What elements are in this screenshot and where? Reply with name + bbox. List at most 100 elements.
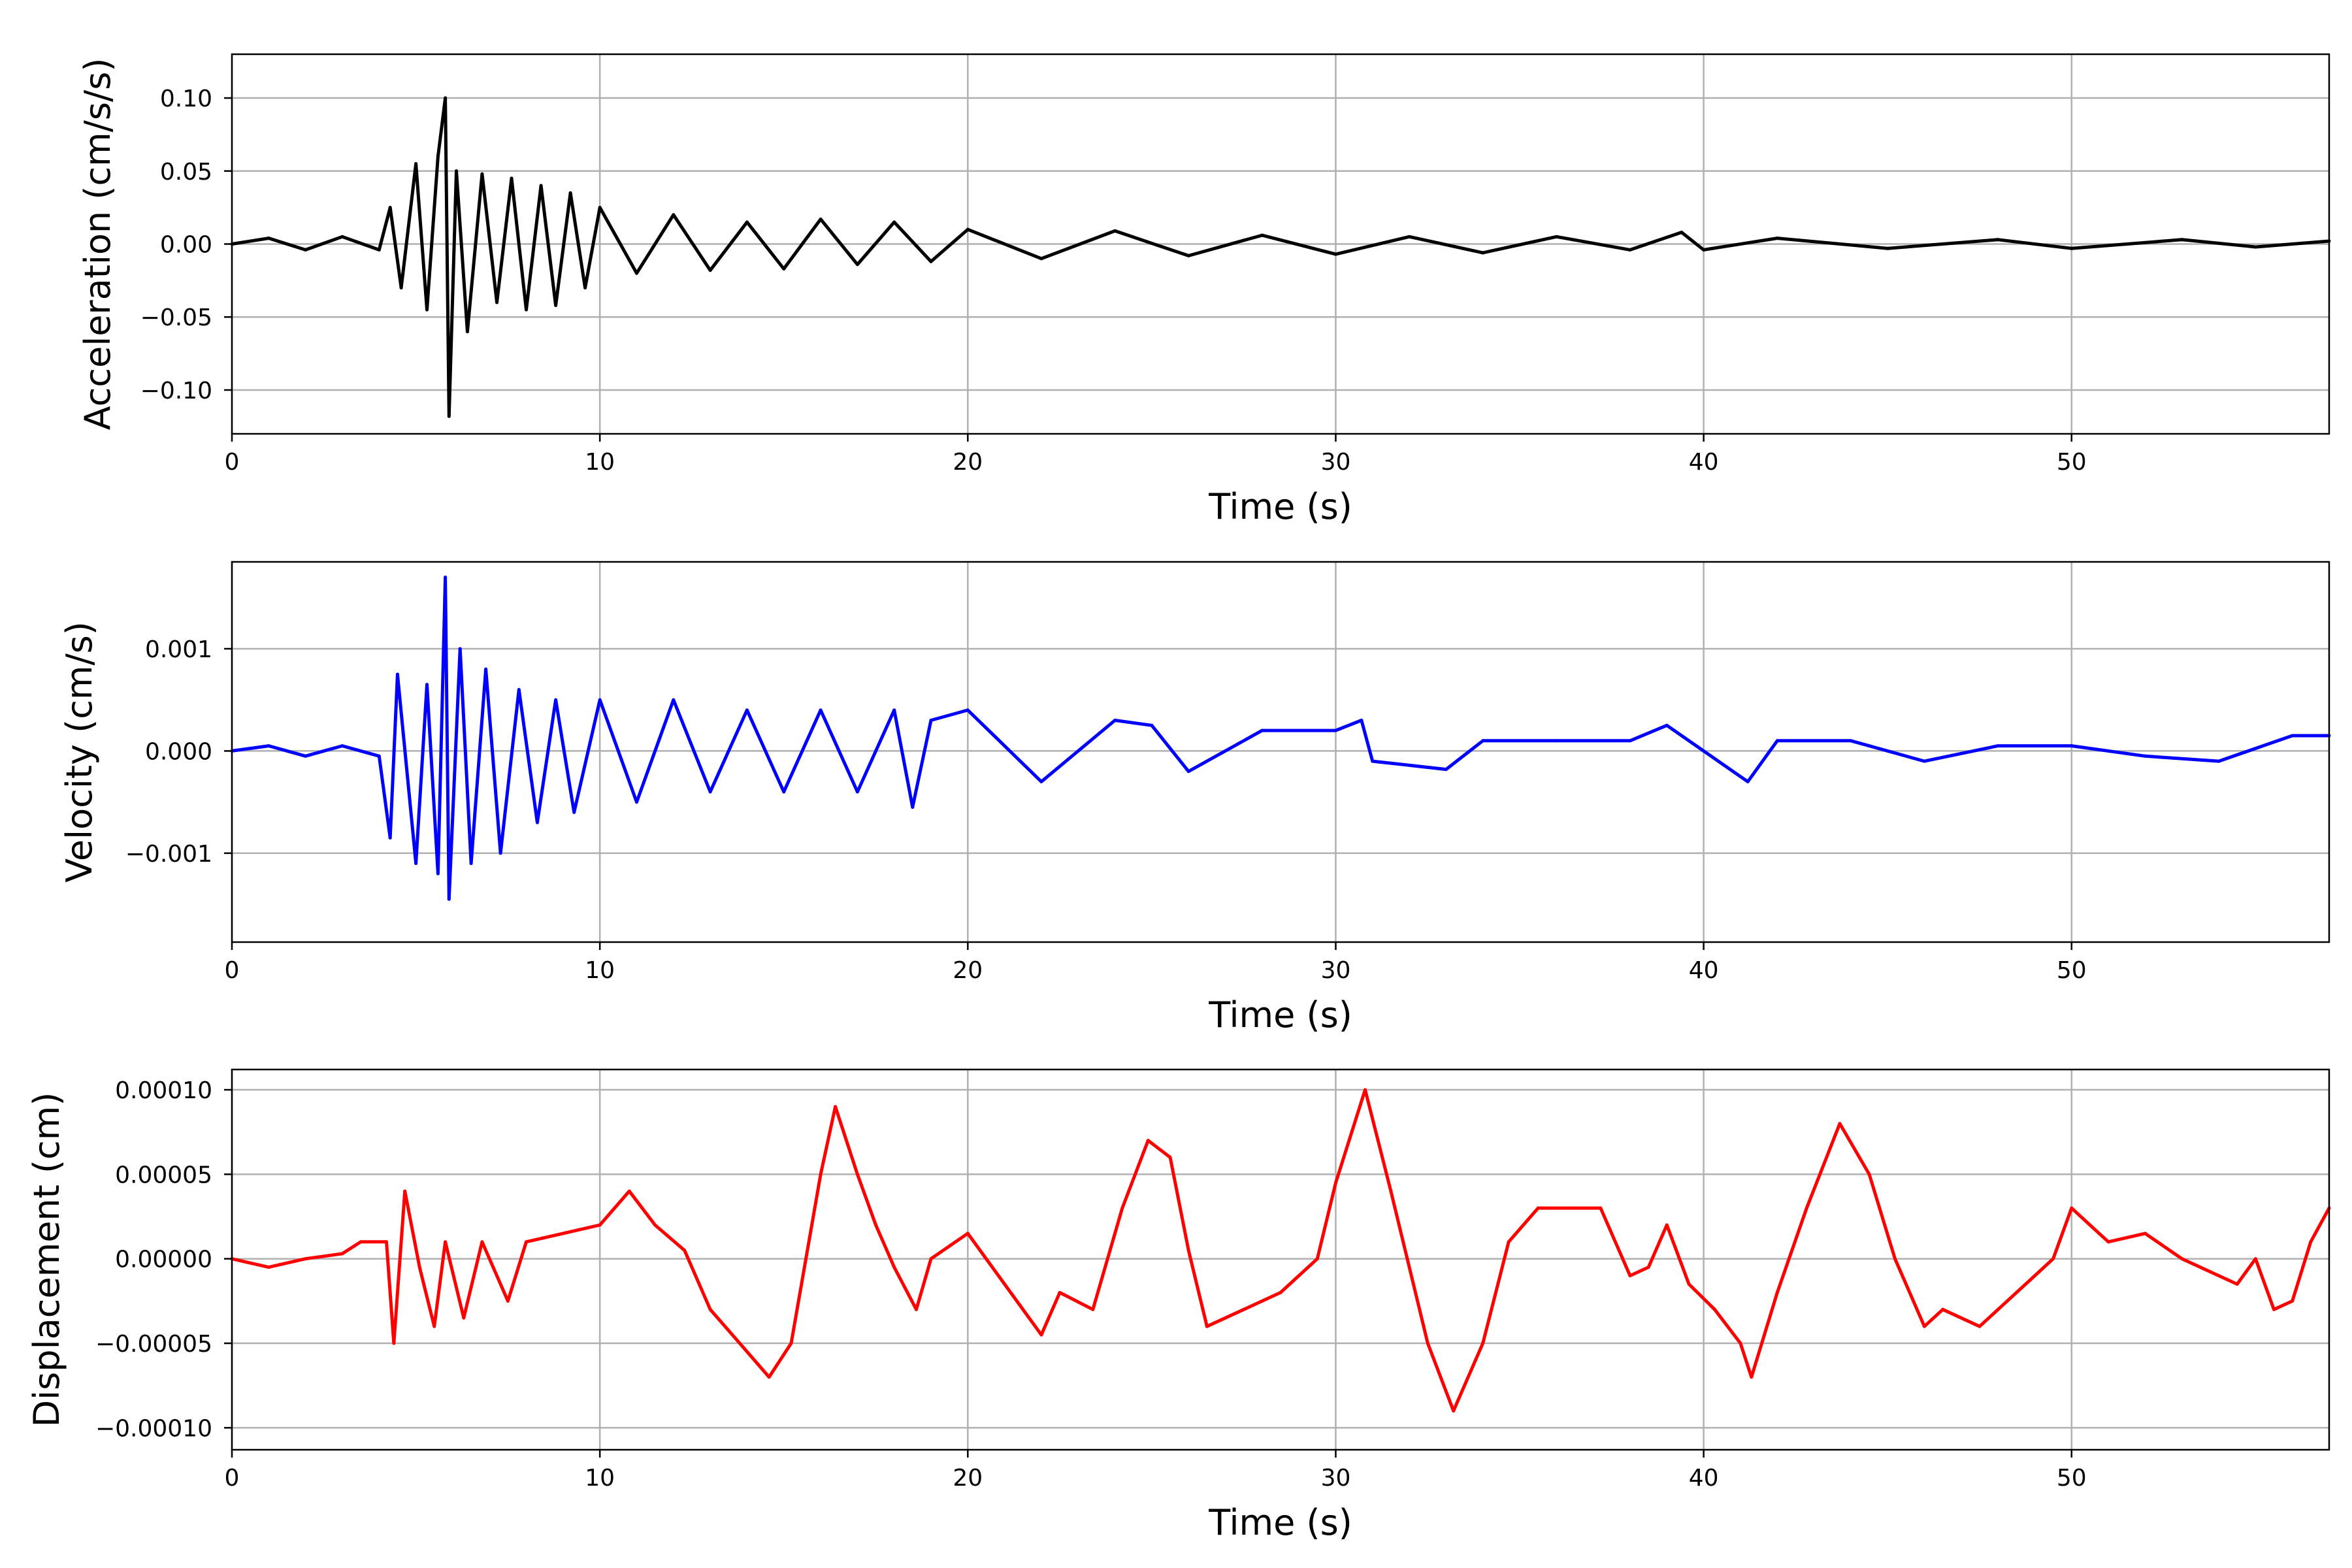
velocity-data-point [745,708,749,712]
displacement-data-point [403,1189,407,1193]
displacement-data-point [1333,1181,1337,1184]
velocity-data-point [1150,723,1154,727]
acceleration-data-point [377,248,381,252]
acceleration-data-point [583,286,587,290]
acceleration-data-point [1407,235,1411,238]
velocity-data-point [1371,759,1375,763]
acceleration-data-point [525,308,529,312]
displacement-data-point [929,1257,933,1261]
acceleration-data-point [539,184,543,188]
acceleration-data-point [447,414,451,418]
acceleration-data-point [1680,231,1684,235]
displacement-data-point [2309,1240,2313,1244]
acceleration-data-point [855,263,859,267]
velocity-data-point [1849,739,1853,743]
acceleration-data-point [745,220,749,224]
acceleration-data-point [708,269,712,272]
velocity-data-point [377,754,381,758]
displacement-data-point [789,1341,793,1345]
acceleration-series-line [231,96,2330,418]
velocity-data-point [1481,739,1485,743]
acceleration-data-point [1886,246,1889,250]
velocity-data-point [535,821,539,825]
velocity-data-point [444,575,448,579]
acceleration-data-point [819,218,823,221]
velocity-data-point [819,708,823,712]
displacement-y-tick-label: −0.00010 [95,1415,212,1442]
velocity-data-point [2070,744,2074,748]
displacement-data-point [1091,1307,1095,1311]
panel-acceleration: 0 10 20 30 40 50 0.10 0.05 0.00 −0.05 −0.10 Time (s… [77,53,2331,527]
velocity-y-tick-label: 0.001 [145,636,212,663]
displacement-data-point [2291,1299,2295,1303]
acceleration-y-tick-label: 0.00 [160,232,212,259]
displacement-data-point [598,1223,602,1227]
displacement-data-point [892,1266,896,1269]
velocity-data-point [1746,779,1750,783]
velocity-data-point [598,698,602,702]
displacement-data-point [267,1266,270,1269]
displacement-data-point [683,1249,687,1252]
velocity-data-point [2143,754,2147,758]
displacement-data-point [1058,1290,1062,1294]
velocity-data-point [1923,759,1927,763]
acceleration-data-point [399,286,403,290]
acceleration-data-point [1702,248,1706,252]
velocity-data-point [2217,759,2221,763]
velocity-data-point [1333,728,1337,732]
displacement-data-point [1242,1307,1246,1311]
velocity-data-point [436,872,440,875]
displacement-data-point [1750,1375,1754,1379]
displacement-x-tick-label: 50 [2057,1465,2087,1492]
displacement-data-point [1536,1206,1540,1210]
velocity-axes-frame [231,561,2330,943]
displacement-data-point [1039,1333,1043,1337]
velocity-data-point [484,667,488,671]
displacement-y-axis-label: Displacement (cm) [26,1092,67,1428]
velocity-data-point [1628,739,1632,743]
displacement-data-point [2235,1282,2239,1286]
velocity-x-axis-label: Time (s) [1208,994,1352,1036]
displacement-data-point [392,1341,396,1345]
displacement-x-tick-label: 30 [1321,1465,1351,1492]
displacement-axes-frame [231,1068,2330,1451]
displacement-data-point [1665,1223,1669,1227]
displacement-data-point [417,1266,421,1269]
displacement-data-point [1168,1156,1172,1160]
velocity-data-point [672,698,676,702]
velocity-data-point [1665,723,1669,727]
displacement-x-axis-label: Time (s) [1208,1502,1352,1543]
velocity-data-point [554,698,558,702]
displacement-data-point [2088,1223,2092,1227]
displacement-data-point [433,1324,436,1328]
velocity-y-tick-label: 0.000 [145,738,212,765]
velocity-data-point [469,862,473,866]
displacement-data-point [1599,1206,1603,1210]
acceleration-data-point [444,96,448,100]
velocity-data-point [1444,768,1448,772]
velocity-data-point [1113,719,1117,722]
displacement-data-point [1481,1341,1485,1345]
displacement-data-point [1867,1172,1871,1176]
displacement-data-point [2217,1274,2221,1278]
acceleration-data-point [2070,246,2074,250]
displacement-data-point [2106,1240,2110,1244]
velocity-x-tick-label: 50 [2057,957,2087,984]
velocity-data-point [267,744,270,748]
acceleration-x-tick-label: 40 [1689,449,1719,476]
acceleration-data-point [267,237,270,240]
displacement-data-point [1893,1257,1897,1261]
displacement-data-point [385,1240,389,1244]
displacement-data-point [1838,1122,1842,1126]
velocity-x-tick-label: 0 [225,957,240,984]
acceleration-data-point [1186,253,1190,257]
acceleration-data-point [2180,238,2184,242]
displacement-data-point [1573,1206,1577,1210]
acceleration-data-point [1039,257,1043,261]
displacement-data-point [561,1232,565,1235]
displacement-data-point [1315,1257,1319,1261]
acceleration-data-point [1481,251,1485,255]
velocity-data-point [1702,749,1706,753]
acceleration-data-point [465,330,469,334]
displacement-data-point [627,1189,631,1193]
